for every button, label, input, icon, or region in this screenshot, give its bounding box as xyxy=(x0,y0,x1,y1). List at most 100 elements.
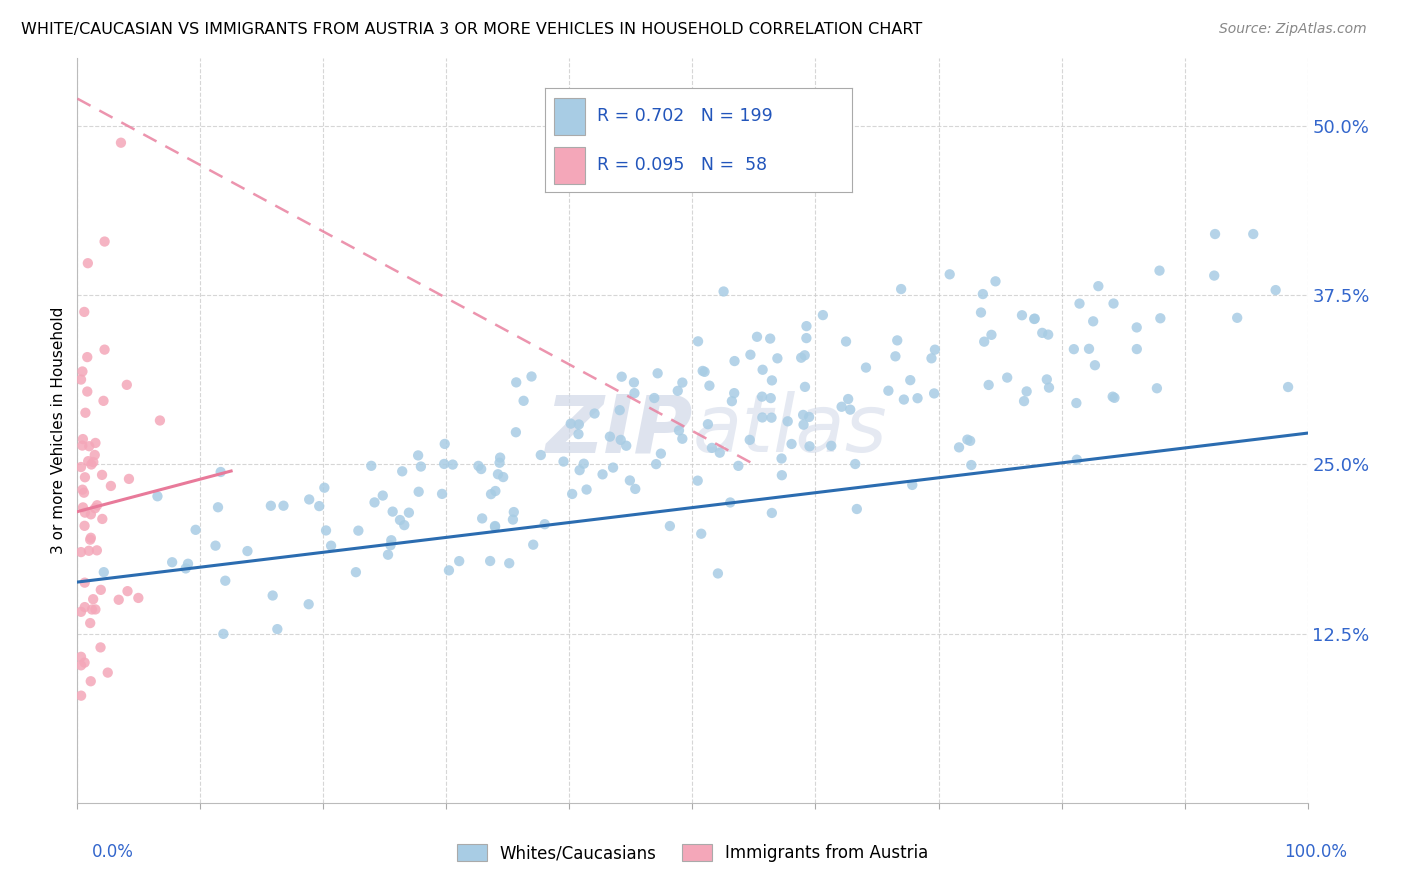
Point xyxy=(583,407,606,421)
Point xyxy=(83,448,105,462)
Point xyxy=(363,495,385,509)
Point xyxy=(76,384,98,399)
Point xyxy=(149,413,172,427)
Point xyxy=(693,365,716,379)
Point xyxy=(740,348,762,362)
Point xyxy=(93,565,115,579)
Point xyxy=(90,582,112,597)
Point xyxy=(575,483,598,497)
Point xyxy=(212,627,235,641)
Point xyxy=(1146,381,1168,395)
Point xyxy=(776,414,799,428)
Point xyxy=(80,508,103,522)
Point xyxy=(360,458,382,473)
Point xyxy=(1012,394,1035,409)
Point xyxy=(70,658,93,673)
Point xyxy=(314,481,336,495)
Point xyxy=(780,437,803,451)
Point xyxy=(73,485,96,500)
Point xyxy=(449,554,471,568)
Point xyxy=(568,463,591,477)
Point xyxy=(75,406,97,420)
Point xyxy=(479,487,502,501)
Point xyxy=(1078,342,1101,356)
Point xyxy=(209,465,232,479)
Point xyxy=(93,235,115,249)
Point xyxy=(214,574,236,588)
Point xyxy=(696,417,718,432)
Point xyxy=(72,432,94,446)
Point xyxy=(110,136,132,150)
Point xyxy=(479,554,502,568)
Point xyxy=(430,487,453,501)
Point xyxy=(388,513,411,527)
Point xyxy=(1087,279,1109,293)
Point xyxy=(70,460,93,475)
Point xyxy=(498,556,520,570)
Point xyxy=(1066,452,1088,467)
Point xyxy=(686,474,709,488)
Point xyxy=(761,506,783,520)
Point xyxy=(770,468,793,483)
Point xyxy=(759,391,782,405)
Point xyxy=(520,369,543,384)
Text: 0.0%: 0.0% xyxy=(91,843,134,861)
Point xyxy=(811,308,834,322)
Point xyxy=(751,410,773,425)
Point xyxy=(505,425,527,440)
Point xyxy=(831,400,853,414)
Point xyxy=(723,354,745,368)
Point xyxy=(1031,326,1053,340)
Text: 100.0%: 100.0% xyxy=(1284,843,1347,861)
Point xyxy=(837,392,859,406)
Point xyxy=(707,566,730,581)
Point xyxy=(315,524,337,538)
Point xyxy=(759,332,782,346)
Point xyxy=(1015,384,1038,399)
Point xyxy=(100,479,122,493)
Point xyxy=(718,495,741,509)
Point xyxy=(484,519,506,533)
Point xyxy=(377,548,399,562)
Point xyxy=(572,457,595,471)
Point xyxy=(207,500,229,515)
Point xyxy=(298,492,321,507)
Point xyxy=(921,351,943,366)
Point xyxy=(84,436,107,450)
Point xyxy=(184,523,207,537)
Point xyxy=(980,327,1002,342)
Point xyxy=(84,501,107,516)
Point xyxy=(886,334,908,348)
Point xyxy=(84,602,107,616)
Point xyxy=(619,474,641,488)
Point xyxy=(855,360,877,375)
Point xyxy=(884,349,907,363)
Point xyxy=(1226,310,1249,325)
Point xyxy=(73,518,96,533)
Point xyxy=(391,464,413,478)
Point xyxy=(489,450,512,465)
Point xyxy=(73,656,96,670)
Point xyxy=(796,319,818,334)
Point xyxy=(236,544,259,558)
Point xyxy=(1204,227,1226,241)
Point xyxy=(260,499,283,513)
Y-axis label: 3 or more Vehicles in Household: 3 or more Vehicles in Household xyxy=(51,307,66,554)
Point xyxy=(394,518,416,533)
Point xyxy=(266,622,288,636)
Text: WHITE/CAUCASIAN VS IMMIGRANTS FROM AUSTRIA 3 OR MORE VEHICLES IN HOUSEHOLD CORRE: WHITE/CAUCASIAN VS IMMIGRANTS FROM AUSTR… xyxy=(21,22,922,37)
Point xyxy=(1063,342,1085,356)
Point xyxy=(73,506,96,520)
Point xyxy=(599,430,621,444)
Point xyxy=(89,640,111,655)
Point xyxy=(845,502,868,516)
Point xyxy=(115,377,138,392)
Point xyxy=(1101,390,1123,404)
Point xyxy=(1149,263,1171,277)
Point xyxy=(80,458,103,472)
Point xyxy=(761,410,783,425)
Point xyxy=(380,538,402,552)
Point xyxy=(77,439,100,453)
Point xyxy=(723,386,745,401)
Point xyxy=(766,351,789,366)
